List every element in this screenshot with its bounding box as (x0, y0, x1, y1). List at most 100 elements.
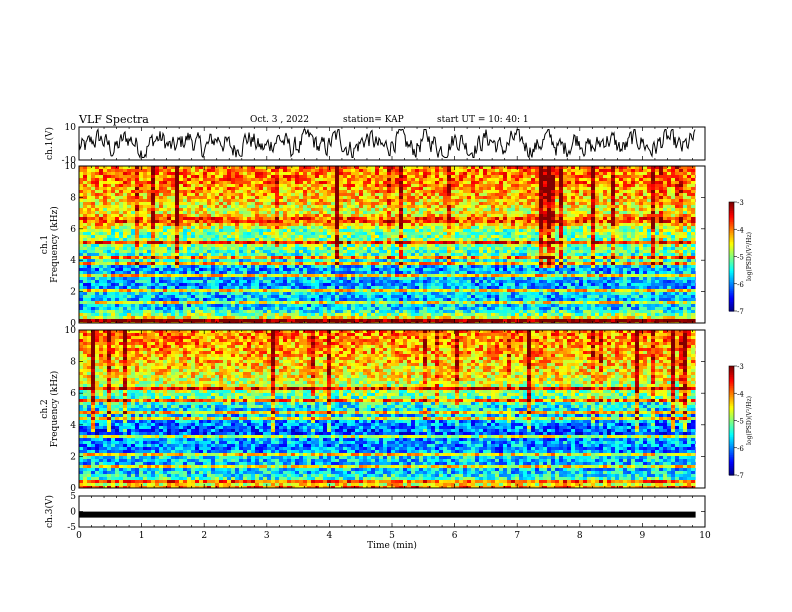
spectrogram-cell (427, 178, 431, 181)
spectrogram-cell (187, 169, 191, 172)
spectrogram-cell (195, 211, 199, 214)
spectrogram-cell (91, 193, 95, 196)
spectrogram-cell (407, 190, 411, 193)
spectrogram-cell (687, 229, 691, 232)
spectrogram-cell (583, 232, 587, 235)
spectrogram-cell (475, 253, 479, 256)
spectrogram-cell (127, 172, 131, 175)
spectrogram-cell (323, 220, 327, 223)
spectrogram-cell (279, 247, 283, 250)
spectrogram-cell (359, 217, 363, 220)
spectrogram-cell (375, 247, 379, 250)
spectrogram-cell (359, 223, 363, 226)
spectrogram-cell (519, 196, 523, 199)
spectrogram-cell (379, 172, 383, 175)
spectrogram-cell (583, 244, 587, 247)
spectrogram-cell (291, 202, 295, 205)
spectrogram-cell (675, 178, 679, 181)
spectrogram-cell (567, 238, 571, 241)
spectrogram-cell (319, 226, 323, 229)
spectrogram-cell (235, 196, 239, 199)
spectrogram-cell (179, 193, 183, 196)
spectrogram-cell (307, 178, 311, 181)
spectrogram-cell (119, 178, 123, 181)
spectrogram-cell (643, 175, 647, 178)
spectrogram-cell (115, 217, 119, 220)
spectrogram-cell (175, 226, 179, 229)
spectrogram-cell (607, 229, 611, 232)
spectrogram-cell (387, 211, 391, 214)
spectrogram-cell (151, 244, 155, 247)
spectrogram-cell (367, 190, 371, 193)
spectrogram-cell (563, 208, 567, 211)
spectrogram-cell (95, 172, 99, 175)
spectrogram-cell (651, 211, 655, 214)
spectrogram-cell (683, 190, 687, 193)
spectrogram-cell (607, 184, 611, 187)
spectrogram-cell (159, 211, 163, 214)
spectrogram-cell (251, 217, 255, 220)
spectrogram-cell (295, 211, 299, 214)
spectrogram-cell (439, 193, 443, 196)
spectrogram-cell (507, 226, 511, 229)
spectrogram-cell (639, 166, 643, 169)
spectrogram-cell (359, 214, 363, 217)
spectrogram-cell (579, 238, 583, 241)
spectrogram-cell (479, 223, 483, 226)
spectrogram-cell (607, 208, 611, 211)
spectrogram-cell (359, 229, 363, 232)
spectrogram-cell (499, 193, 503, 196)
spectrogram-cell (519, 208, 523, 211)
spectrogram-cell (463, 166, 467, 169)
spectrogram-cell (535, 223, 539, 226)
spectrogram-cell (123, 235, 127, 238)
spectrogram-cell (387, 226, 391, 229)
spectrogram-cell (535, 175, 539, 178)
spectrogram-cell (315, 229, 319, 232)
spectrogram-cell (587, 169, 591, 172)
spectrogram-cell (531, 217, 535, 220)
spectrogram-cell (575, 256, 579, 259)
spectrogram-cell (339, 253, 343, 256)
spectrogram-cell (543, 184, 547, 187)
spectrogram-cell (87, 220, 91, 223)
spectrogram-cell (139, 175, 143, 178)
spectrogram-cell (123, 223, 127, 226)
spectrogram-cell (231, 208, 235, 211)
spectrogram-cell (163, 181, 167, 184)
spectrogram-cell (435, 226, 439, 229)
spectrogram-cell (347, 253, 351, 256)
spectrogram-cell (491, 172, 495, 175)
spectrogram-cell (123, 187, 127, 190)
spectrogram-cell (223, 247, 227, 250)
spectrogram-cell (431, 187, 435, 190)
spectrogram-cell (455, 166, 459, 169)
spectrogram-cell (407, 217, 411, 220)
spectrogram-cell (143, 232, 147, 235)
spectrogram-cell (163, 193, 167, 196)
spectrogram-cell (207, 241, 211, 244)
spectrogram-cell (111, 175, 115, 178)
spectrogram-cell (195, 229, 199, 232)
spectrogram-cell (339, 202, 343, 205)
spectrogram-cell (295, 178, 299, 181)
spectrogram-cell (671, 169, 675, 172)
spectrogram-cell (387, 175, 391, 178)
spectrogram-cell (247, 211, 251, 214)
spectrogram-cell (327, 208, 331, 211)
spectrogram-cell (119, 250, 123, 253)
spectrogram-cell (283, 229, 287, 232)
spectrogram-cell (135, 193, 139, 196)
spectrogram-cell (303, 214, 307, 217)
spectrogram-cell (447, 211, 451, 214)
spectrogram-cell (455, 193, 459, 196)
spectrogram-cell (103, 226, 107, 229)
spectrogram-cell (403, 214, 407, 217)
spectrogram-cell (647, 208, 651, 211)
spectrogram-cell (175, 187, 179, 190)
spectrogram-cell (611, 205, 615, 208)
spectrogram-cell (295, 217, 299, 220)
spectrogram-cell (563, 187, 567, 190)
spectrogram-cell (567, 241, 571, 244)
spectrogram-cell (143, 226, 147, 229)
